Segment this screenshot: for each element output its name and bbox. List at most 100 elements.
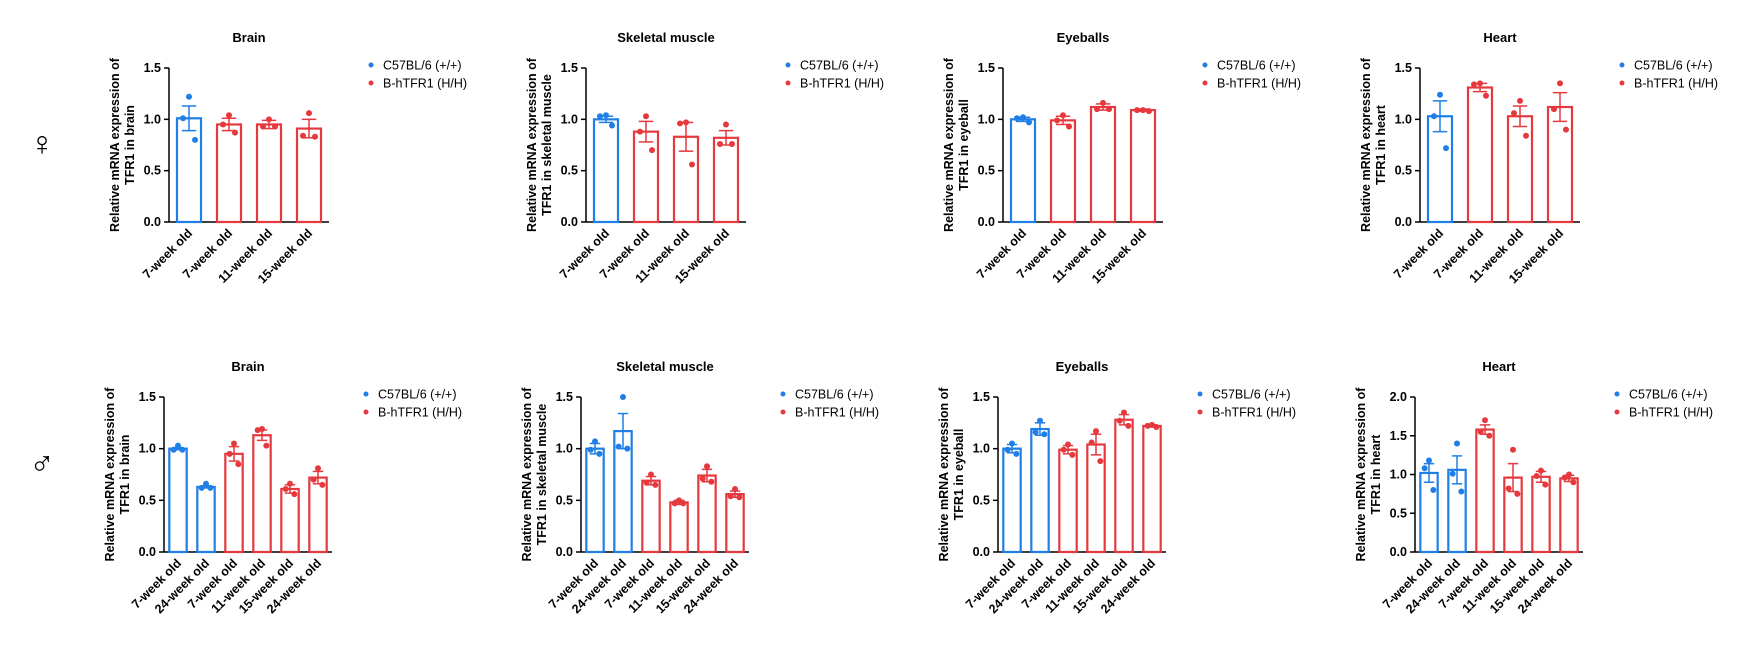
chart-title: Heart — [1482, 359, 1516, 374]
data-point — [300, 132, 306, 139]
data-point — [180, 115, 186, 122]
data-point — [1443, 145, 1449, 152]
data-point — [291, 491, 298, 498]
data-point — [1060, 112, 1066, 119]
y-axis-label: Relative mRNA expression of — [520, 387, 534, 562]
legend-label: B-hTFR1 (H/H) — [1629, 406, 1713, 420]
bar — [215, 123, 243, 224]
error-bar — [1423, 462, 1435, 483]
y-tick-label: 1.0 — [561, 112, 578, 126]
data-point — [1065, 441, 1071, 448]
data-point — [232, 129, 238, 136]
data-point — [263, 442, 270, 449]
data-point — [1449, 470, 1456, 477]
legend-marker — [1202, 62, 1208, 68]
data-point — [1483, 92, 1489, 99]
y-axis-label: Relative mRNA expression of — [525, 57, 539, 232]
data-point — [723, 121, 729, 128]
legend-marker — [1619, 62, 1625, 68]
data-point — [1505, 485, 1512, 492]
bar — [1559, 477, 1579, 554]
data-point — [676, 497, 682, 504]
data-point — [689, 161, 695, 168]
data-point — [1514, 490, 1521, 497]
y-tick-label: 0.5 — [144, 164, 161, 178]
legend-label: B-hTFR1 (H/H) — [378, 406, 462, 420]
bar — [255, 123, 283, 224]
data-point — [637, 128, 643, 135]
y-axis-label: TFR1 in brain — [118, 435, 132, 515]
data-point — [226, 112, 232, 119]
legend-marker — [363, 409, 369, 415]
error-bar — [228, 445, 240, 462]
bar — [1058, 448, 1078, 554]
data-point — [266, 116, 272, 123]
data-point — [1458, 488, 1465, 495]
bar — [1129, 108, 1157, 224]
data-point — [1094, 106, 1100, 113]
data-point — [1153, 423, 1160, 430]
bar — [168, 447, 188, 554]
legend-marker — [785, 62, 791, 68]
data-point — [287, 480, 293, 487]
y-tick-label: 1.0 — [1395, 112, 1412, 126]
legend-marker — [785, 80, 791, 86]
data-point — [1037, 417, 1043, 424]
legend-marker — [363, 391, 369, 397]
data-point — [732, 485, 738, 492]
data-point — [1125, 422, 1132, 429]
chart-title: Skeletal muscle — [617, 30, 715, 45]
data-point — [186, 93, 192, 100]
data-point — [649, 147, 655, 154]
row-label: ♂ — [29, 445, 55, 483]
bar — [295, 127, 323, 224]
data-point — [1510, 446, 1516, 453]
y-axis-label: TFR1 in eyeball — [952, 429, 966, 521]
data-point — [1421, 465, 1428, 472]
y-tick-label: 0.0 — [1390, 545, 1407, 559]
legend-marker — [1197, 391, 1203, 397]
data-point — [736, 494, 743, 501]
bar — [196, 485, 216, 554]
y-axis-label: Relative mRNA expression of — [103, 387, 117, 562]
data-point — [1020, 114, 1026, 121]
data-point — [175, 442, 181, 449]
data-point — [1146, 108, 1152, 115]
data-point — [1097, 458, 1104, 465]
data-point — [717, 140, 723, 147]
data-point — [1426, 457, 1432, 464]
data-point — [312, 133, 318, 140]
data-point — [652, 481, 659, 488]
bar — [1114, 418, 1134, 554]
y-axis-label: Relative mRNA expression of — [942, 57, 956, 232]
chart-title: Eyeballs — [1056, 359, 1109, 374]
data-point — [729, 140, 735, 147]
legend-label: B-hTFR1 (H/H) — [1212, 406, 1296, 420]
legend-label: C57BL/6 (+/+) — [1634, 59, 1713, 73]
data-point — [1134, 107, 1140, 114]
y-tick-label: 1.0 — [1390, 468, 1407, 482]
y-tick-label: 0.5 — [978, 164, 995, 178]
legend-label: C57BL/6 (+/+) — [1212, 388, 1291, 402]
data-point — [1542, 481, 1549, 488]
data-point — [1570, 479, 1577, 486]
y-tick-label: 1.5 — [139, 390, 156, 404]
data-point — [1486, 432, 1493, 439]
data-point — [1140, 107, 1146, 114]
error-bar — [1432, 100, 1448, 133]
legend-marker — [1202, 80, 1208, 86]
bar — [252, 434, 272, 554]
data-point — [677, 120, 683, 127]
y-tick-label: 1.5 — [973, 390, 990, 404]
row-label: ♀ — [29, 125, 55, 163]
data-point — [643, 113, 649, 120]
y-tick-label: 0.0 — [978, 215, 995, 229]
data-point — [1088, 439, 1095, 446]
data-point — [704, 463, 710, 470]
legend-marker — [780, 391, 786, 397]
data-point — [1431, 113, 1437, 120]
data-point — [1533, 473, 1540, 480]
error-bar — [1552, 91, 1568, 123]
bar — [712, 136, 740, 224]
data-point — [319, 481, 326, 488]
